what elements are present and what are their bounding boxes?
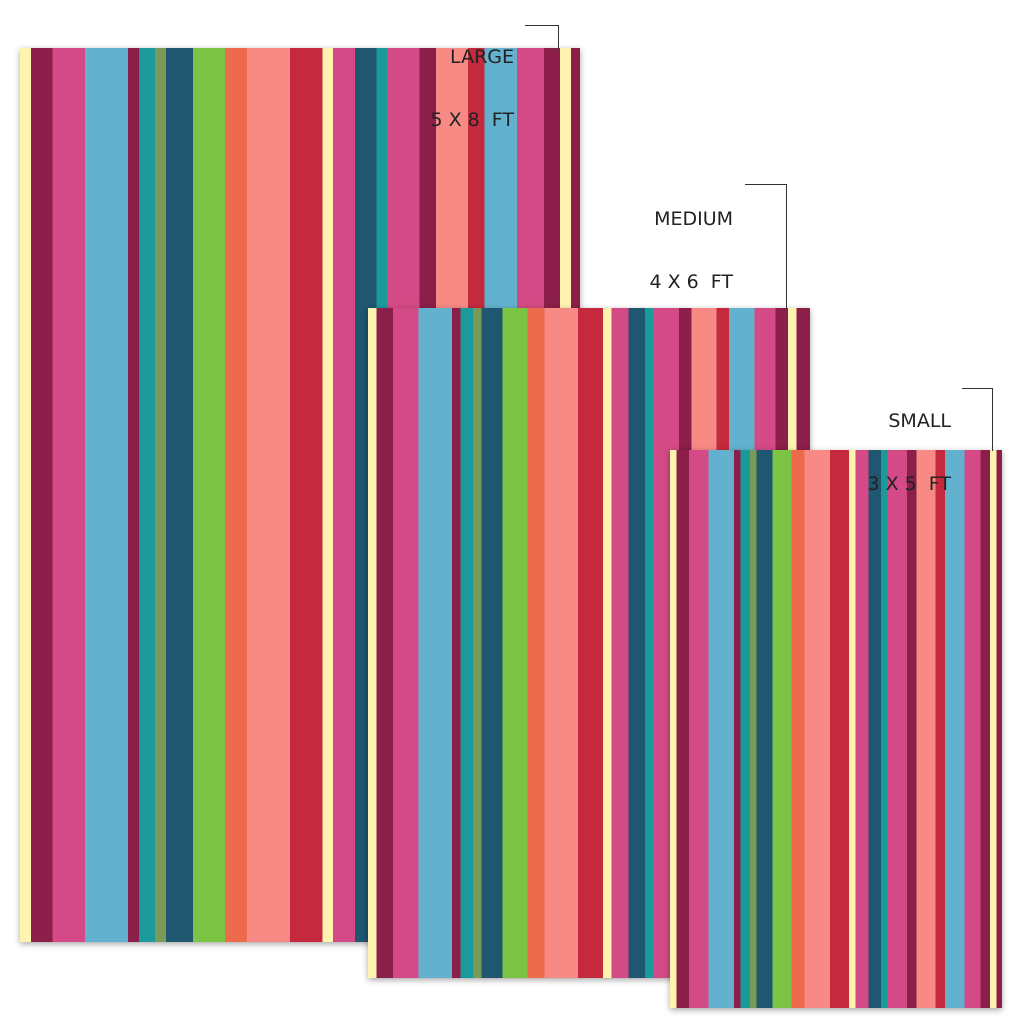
size-dimensions: 3 X 5 FT xyxy=(867,473,951,495)
size-name: SMALL xyxy=(888,410,951,432)
size-label: LARGE 5 X 8 FT xyxy=(430,5,514,173)
size-name: LARGE xyxy=(450,46,514,68)
size-dimensions: 4 X 6 FT xyxy=(649,271,733,293)
size-label: MEDIUM 4 X 6 FT xyxy=(649,167,733,335)
size-name: MEDIUM xyxy=(654,208,733,230)
leader-line xyxy=(962,388,993,451)
size-dimensions: 5 X 8 FT xyxy=(430,109,514,131)
small-rug xyxy=(670,450,1002,1008)
leader-line xyxy=(745,184,787,309)
size-label: SMALL 3 X 5 FT xyxy=(867,369,951,537)
leader-line xyxy=(525,25,559,49)
